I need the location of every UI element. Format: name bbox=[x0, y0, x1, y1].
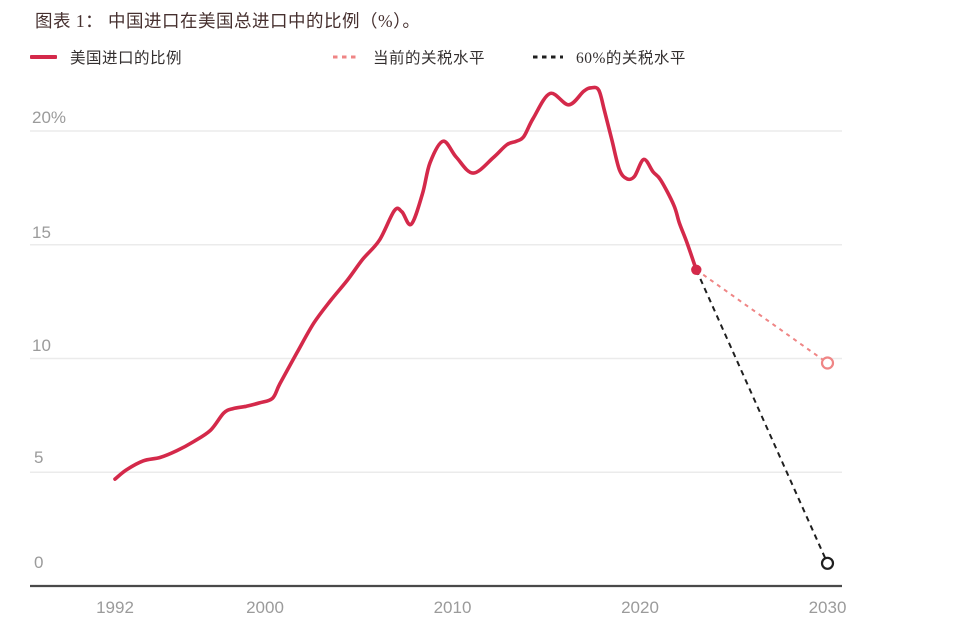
x-tick-label-2000: 2000 bbox=[246, 598, 284, 617]
chart-title: 图表 1： 中国进口在美国总进口中的比例（%）。 bbox=[35, 11, 421, 31]
x-tick-label-2010: 2010 bbox=[434, 598, 472, 617]
legend-item-us-import-share: 美国进口的比例 bbox=[30, 45, 182, 69]
endpoint-open-circle-2030 bbox=[820, 556, 835, 570]
legend-item-current-tariff: 当前的关税水平 bbox=[333, 45, 485, 69]
x-tick-label-1992: 1992 bbox=[96, 598, 134, 617]
x-tick-label-2020: 2020 bbox=[621, 598, 659, 617]
legend-label: 60%的关税水平 bbox=[576, 50, 686, 67]
y-tick-label-20: 20% bbox=[32, 108, 66, 127]
pink-dashed-line-swatch-icon bbox=[333, 55, 360, 59]
y-tick-label-5: 5 bbox=[34, 448, 43, 467]
legend-label: 美国进口的比例 bbox=[70, 50, 183, 67]
x-tick-label-2030: 2030 bbox=[809, 598, 847, 617]
gridlines-group bbox=[30, 130, 842, 588]
y-tick-label-15: 15 bbox=[32, 223, 51, 242]
legend-label: 当前的关税水平 bbox=[373, 50, 486, 67]
y-tick-label-0: 0 bbox=[34, 553, 43, 572]
series-line-2 bbox=[695, 269, 829, 564]
y-tick-label-10: 10 bbox=[32, 336, 51, 355]
endpoint-dot-2023 bbox=[691, 264, 702, 275]
series-group bbox=[113, 85, 835, 570]
solid-line-swatch-icon bbox=[30, 55, 57, 59]
legend-item-60pct-tariff: 60%的关税水平 bbox=[533, 45, 686, 69]
series-line-0 bbox=[113, 85, 699, 481]
series-line-1 bbox=[695, 268, 829, 364]
endpoint-open-circle-2030 bbox=[820, 356, 835, 370]
